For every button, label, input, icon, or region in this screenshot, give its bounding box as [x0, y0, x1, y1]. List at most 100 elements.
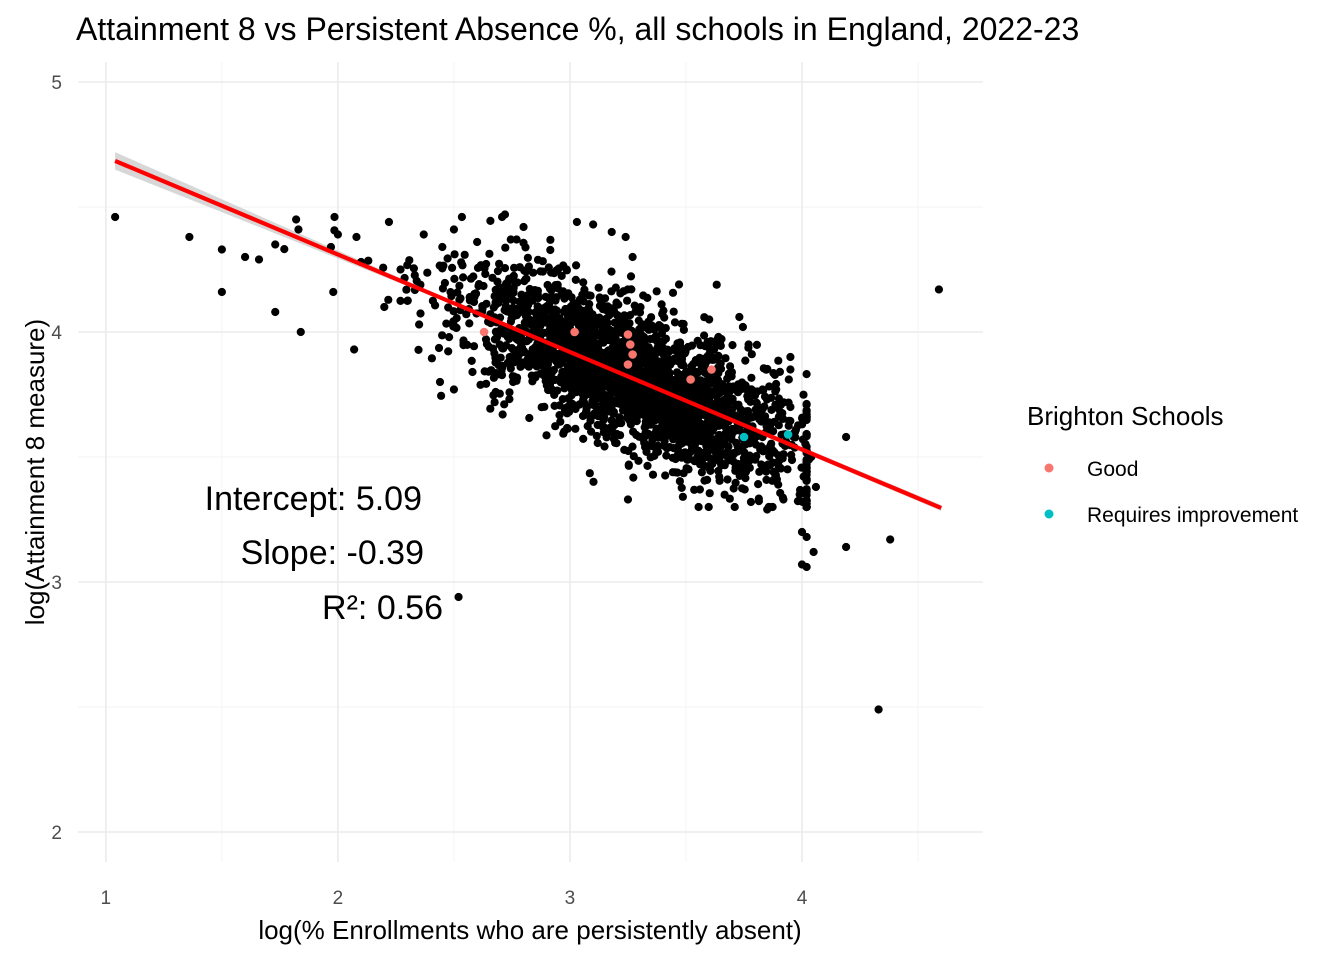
regression-line [114, 158, 943, 510]
legend: Brighton Schools Good Requires improvemen… [1027, 401, 1298, 527]
school-point [615, 356, 624, 365]
school-point [783, 465, 792, 474]
school-point [557, 271, 566, 280]
school-point [467, 356, 476, 365]
school-point [333, 230, 342, 239]
school-point [699, 453, 708, 463]
school-point [694, 502, 703, 512]
school-point [528, 377, 537, 386]
good-school-point [570, 327, 579, 337]
school-point [542, 302, 551, 311]
school-point [560, 427, 569, 436]
intercept-annotation: Intercept: 5.09 [205, 480, 422, 518]
school-point [703, 418, 712, 427]
school-point [572, 388, 581, 397]
school-point [443, 254, 452, 263]
school-point [695, 432, 704, 442]
school-point [738, 322, 748, 332]
school-point [529, 268, 538, 277]
school-point [671, 410, 680, 419]
school-point [423, 268, 432, 277]
school-point [609, 407, 619, 417]
school-point [519, 238, 528, 247]
school-point [605, 371, 614, 380]
school-point [469, 272, 478, 281]
x-tick-label: 4 [797, 888, 808, 909]
school-point [405, 256, 414, 265]
school-point [612, 310, 622, 319]
school-point [548, 308, 557, 317]
school-point [680, 437, 690, 446]
school-point [639, 291, 648, 300]
school-point [774, 412, 784, 421]
legend-key-dot [1044, 509, 1054, 519]
school-point [605, 397, 614, 406]
school-point [708, 459, 717, 469]
school-point [568, 343, 577, 352]
y-tick-label: 2 [51, 823, 62, 844]
school-point [596, 295, 605, 304]
school-point [294, 225, 303, 234]
school-point [364, 256, 373, 265]
school-point [679, 405, 689, 414]
school-point [434, 343, 444, 353]
school-point [403, 296, 412, 305]
school-point [802, 491, 811, 500]
school-point [784, 375, 793, 384]
school-point [410, 271, 419, 280]
school-point [571, 401, 580, 410]
school-point [532, 371, 541, 380]
school-point [784, 421, 793, 430]
school-point [493, 267, 502, 276]
school-point [740, 485, 749, 494]
school-point [628, 252, 637, 262]
school-point [510, 308, 519, 318]
school-point [548, 351, 557, 360]
school-point [726, 385, 735, 394]
school-point [679, 469, 688, 478]
school-point [543, 368, 553, 377]
school-point [687, 362, 696, 371]
school-point [795, 490, 804, 499]
school-point [590, 409, 599, 418]
school-point [735, 426, 744, 435]
school-point [786, 402, 795, 412]
school-point [606, 329, 616, 338]
school-point [754, 480, 763, 489]
school-point [455, 281, 464, 290]
school-point [597, 392, 606, 401]
school-point [462, 310, 471, 319]
school-point [550, 269, 559, 278]
r2-annotation: R²: 0.56 [322, 589, 443, 627]
school-point [431, 301, 440, 310]
school-point [396, 265, 405, 274]
school-point [454, 592, 463, 602]
school-point [576, 343, 585, 352]
school-point [689, 409, 698, 419]
school-point [592, 321, 601, 330]
school-point [635, 432, 644, 441]
school-point [726, 425, 735, 435]
school-point [657, 300, 666, 309]
school-point [874, 705, 883, 714]
school-point [734, 382, 743, 391]
school-point [579, 297, 588, 306]
school-point [473, 237, 482, 247]
school-point [760, 402, 769, 411]
school-point [497, 371, 507, 380]
school-point [500, 210, 510, 219]
school-point [641, 443, 650, 452]
school-point [620, 401, 629, 411]
school-point [772, 475, 782, 484]
school-point [562, 330, 571, 339]
school-point [444, 303, 453, 312]
school-point [645, 406, 654, 415]
school-point [661, 334, 671, 343]
brighton-points [479, 327, 793, 442]
school-point [509, 263, 519, 272]
school-point [652, 287, 661, 296]
school-point [746, 497, 756, 507]
school-point [505, 395, 514, 404]
school-point [459, 273, 468, 282]
school-point [384, 295, 393, 304]
